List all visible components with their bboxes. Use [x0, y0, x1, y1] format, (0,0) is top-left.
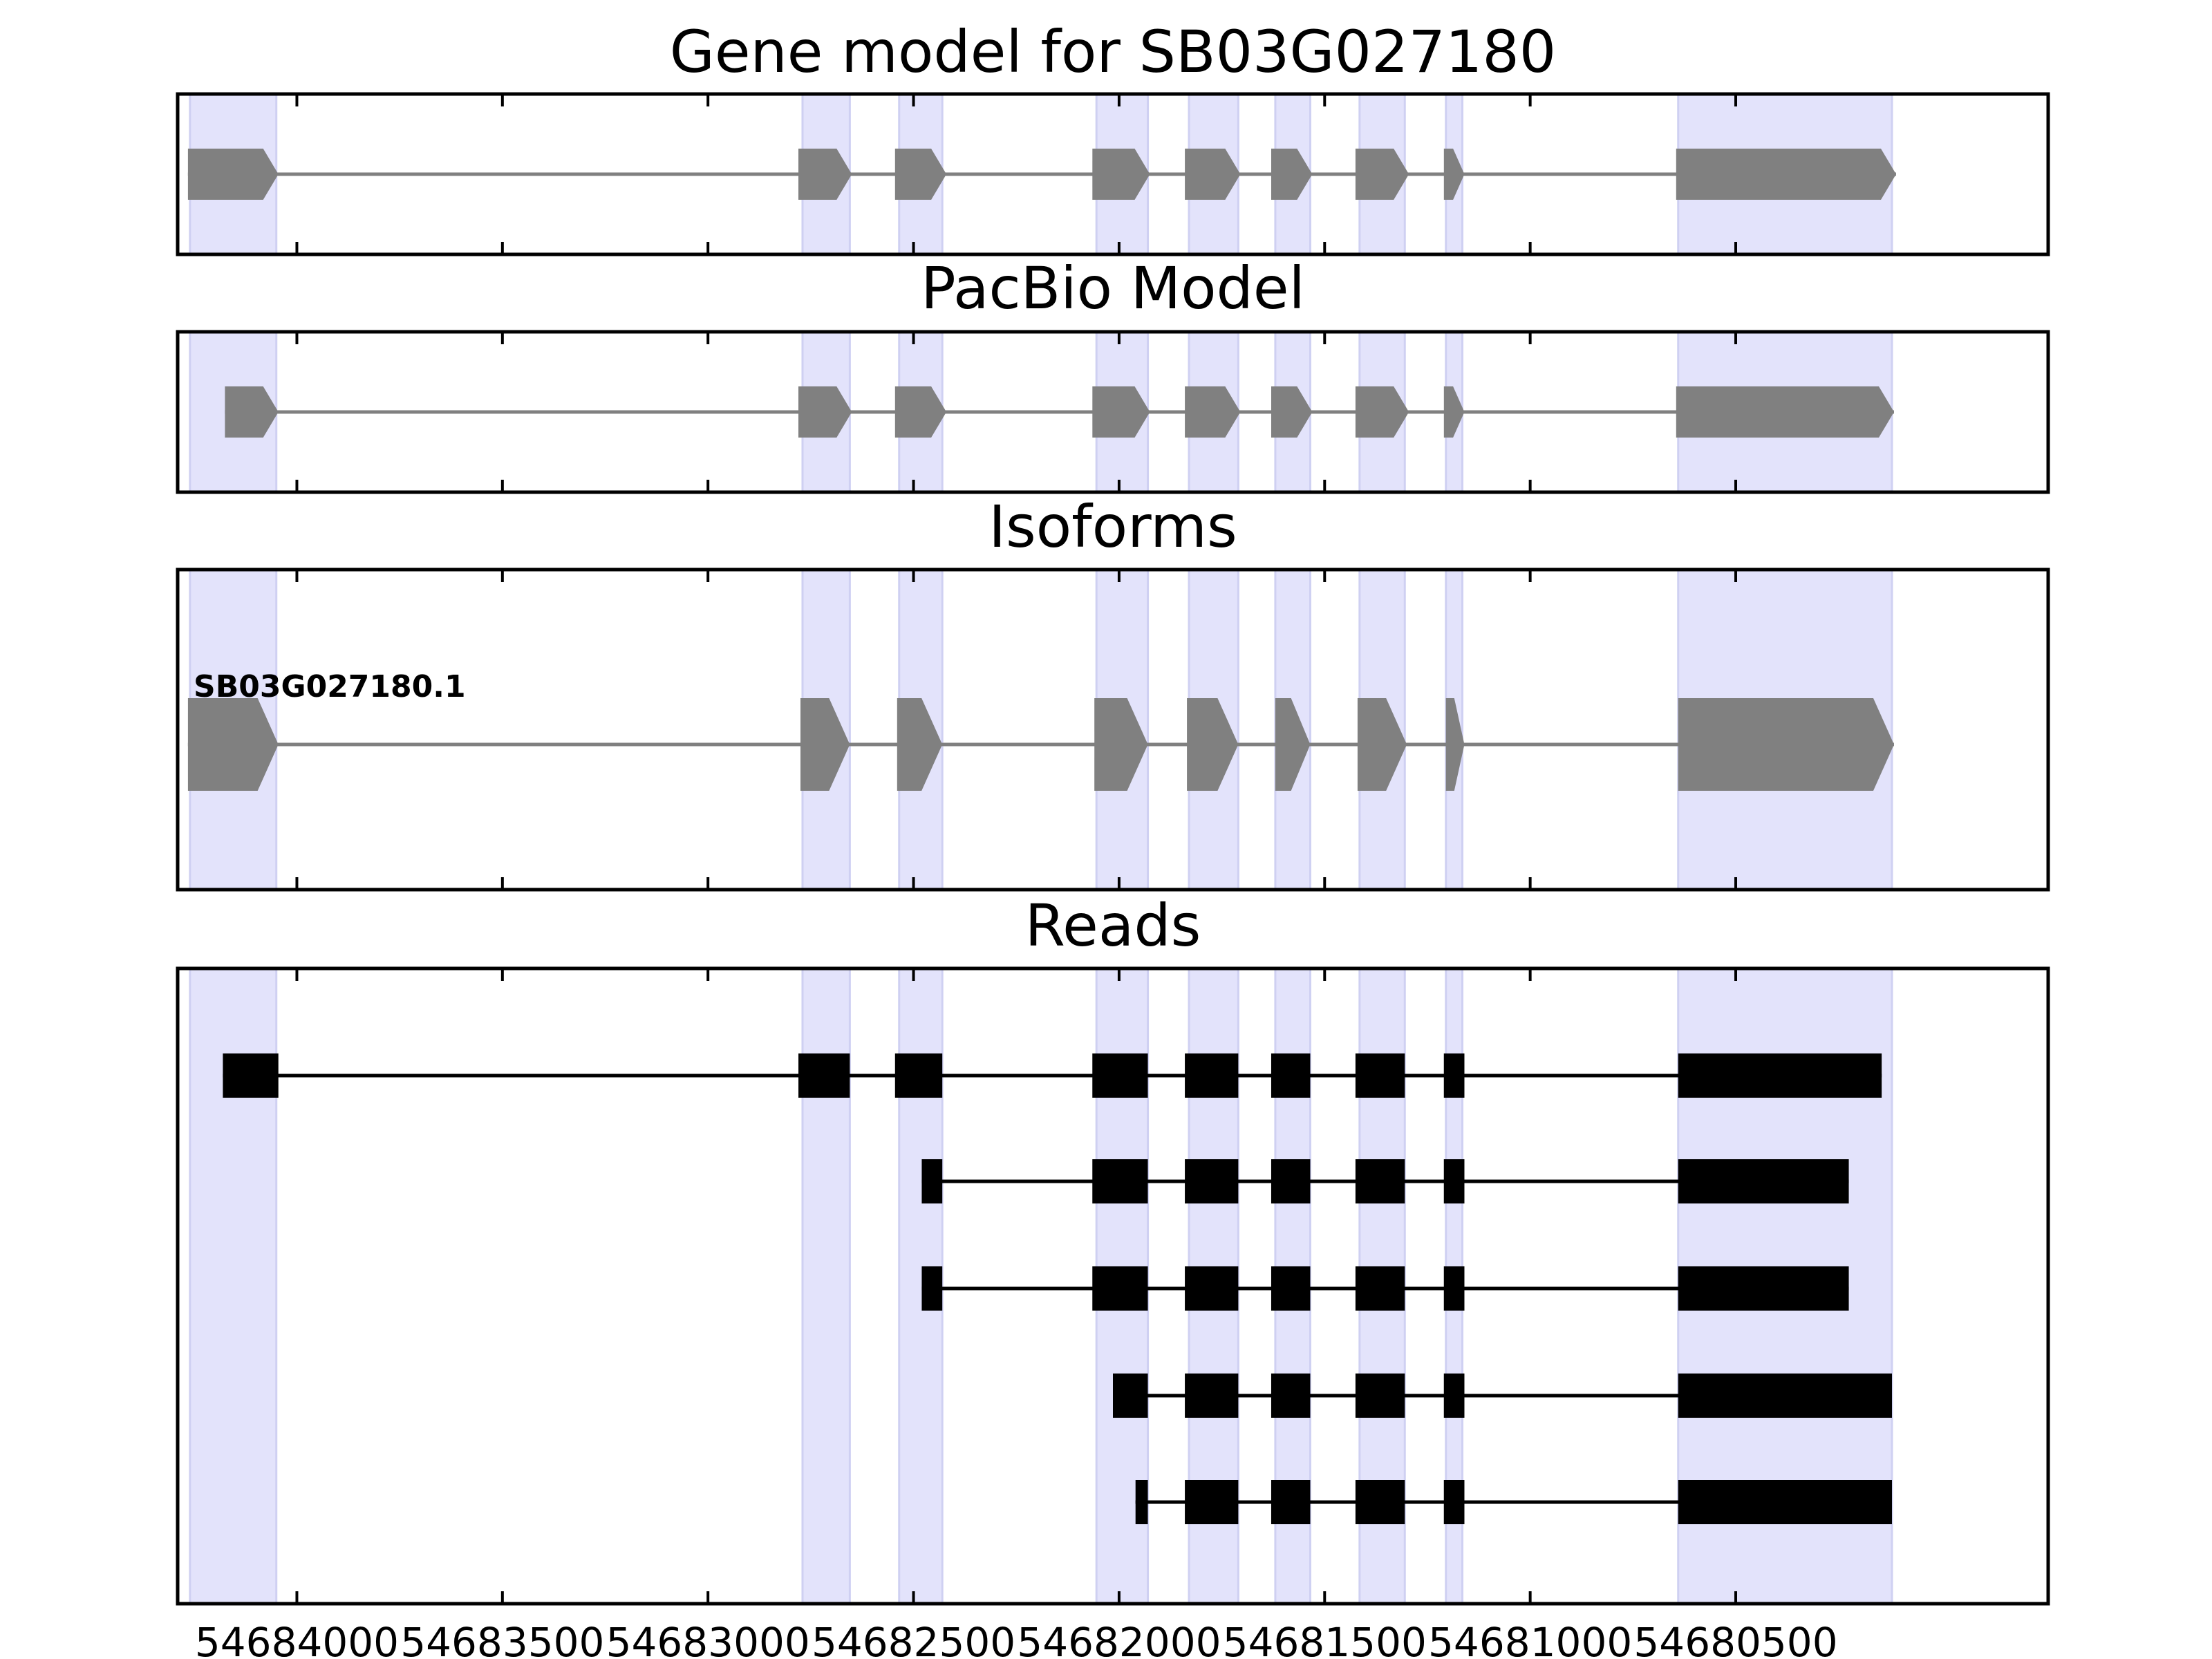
panels-layer: Gene model for SB03G027180 PacBio Model Is…: [176, 18, 2050, 1606]
exon-feature: [225, 386, 279, 438]
panel-title: Gene model for SB03G027180: [670, 18, 1556, 86]
exon-feature: [1676, 149, 1896, 200]
exon-feature: [1676, 386, 1894, 438]
read-block: [223, 1053, 279, 1098]
exon-feature: [894, 386, 947, 438]
x-tick-label: 54684000: [195, 1619, 399, 1659]
isoform-label: SB03G027180.1: [194, 669, 466, 704]
read-block: [1355, 1480, 1405, 1524]
read-block: [1678, 1266, 1849, 1311]
read-2: [921, 1159, 1849, 1203]
exon-feature: [1445, 698, 1465, 791]
panel-title: Reads: [1025, 892, 1201, 959]
read-block: [1678, 1374, 1893, 1418]
x-axis-tick-labels: 54684000 54683500 54683000 54682500 54682000…: [195, 1619, 1838, 1659]
read-block: [921, 1159, 943, 1203]
exon-feature: [1271, 386, 1313, 438]
read-block: [1271, 1480, 1311, 1524]
read-3: [921, 1266, 1849, 1311]
panel-frame: [176, 92, 2050, 256]
read-block: [1678, 1159, 1849, 1203]
x-tick-label: 54680500: [1633, 1619, 1837, 1659]
read-1: [223, 1053, 1882, 1098]
read-block: [1092, 1266, 1148, 1311]
read-block: [1678, 1053, 1882, 1098]
x-tick-label: 54683000: [606, 1619, 810, 1659]
exon-feature: [187, 698, 279, 791]
panel-frame: [176, 966, 2050, 1606]
read-block: [1678, 1480, 1893, 1524]
read-block: [1443, 1053, 1465, 1098]
panel-reads: Reads: [176, 892, 2050, 1606]
exon-feature: [1443, 386, 1465, 438]
read-block: [894, 1053, 943, 1098]
read-block: [1092, 1053, 1148, 1098]
read-block: [1443, 1266, 1465, 1311]
x-tick-label: 54682000: [1017, 1619, 1221, 1659]
x-tick-label: 54681500: [1223, 1619, 1427, 1659]
read-block: [1271, 1053, 1311, 1098]
read-5: [1135, 1480, 1893, 1524]
panel-frame: [176, 568, 2050, 892]
read-block: [1185, 1480, 1239, 1524]
read-block: [1271, 1374, 1311, 1418]
read-block: [1271, 1266, 1311, 1311]
exon-feature: [1185, 386, 1241, 438]
exon-feature: [1275, 698, 1311, 791]
exon-feature: [1092, 386, 1150, 438]
panel-title: Isoforms: [988, 493, 1237, 561]
exon-feature: [800, 698, 850, 791]
read-block: [1135, 1480, 1148, 1524]
exon-feature: [1678, 698, 1894, 791]
panel-frame: [176, 330, 2050, 494]
read-4: [1113, 1374, 1893, 1418]
read-block: [798, 1053, 850, 1098]
x-tick-label: 54683500: [400, 1619, 604, 1659]
read-block: [1092, 1159, 1148, 1203]
panel-gene: Gene model for SB03G027180: [176, 18, 2050, 256]
exon-feature: [1443, 149, 1465, 200]
exon-feature: [897, 698, 943, 791]
read-block: [1355, 1159, 1405, 1203]
panel-isoform: Isoforms SB03G027180.1: [176, 493, 2050, 892]
x-tick-label: 54682500: [812, 1619, 1015, 1659]
read-block: [1271, 1159, 1311, 1203]
x-tick-label: 54681000: [1428, 1619, 1632, 1659]
read-block: [1443, 1480, 1465, 1524]
exon-feature: [894, 149, 947, 200]
exon-feature: [798, 386, 852, 438]
panel-title: PacBio Model: [921, 254, 1305, 322]
read-block: [1185, 1374, 1239, 1418]
exon-feature: [187, 149, 279, 200]
read-block: [1443, 1374, 1465, 1418]
read-block: [1443, 1159, 1465, 1203]
read-block: [1355, 1053, 1405, 1098]
read-block: [1185, 1159, 1239, 1203]
read-block: [1355, 1374, 1405, 1418]
read-block: [921, 1266, 943, 1311]
exon-feature: [1187, 698, 1239, 791]
exon-feature: [798, 149, 852, 200]
exon-feature: [1271, 149, 1313, 200]
read-block: [1185, 1053, 1239, 1098]
exon-feature: [1092, 149, 1150, 200]
read-block: [1355, 1266, 1405, 1311]
exon-feature: [1355, 149, 1409, 200]
exon-feature: [1355, 386, 1409, 438]
exon-feature: [1185, 149, 1241, 200]
exon-feature: [1094, 698, 1148, 791]
panel-gene: PacBio Model: [176, 254, 2050, 494]
read-block: [1185, 1266, 1239, 1311]
read-block: [1113, 1374, 1148, 1418]
exon-feature: [1357, 698, 1407, 791]
